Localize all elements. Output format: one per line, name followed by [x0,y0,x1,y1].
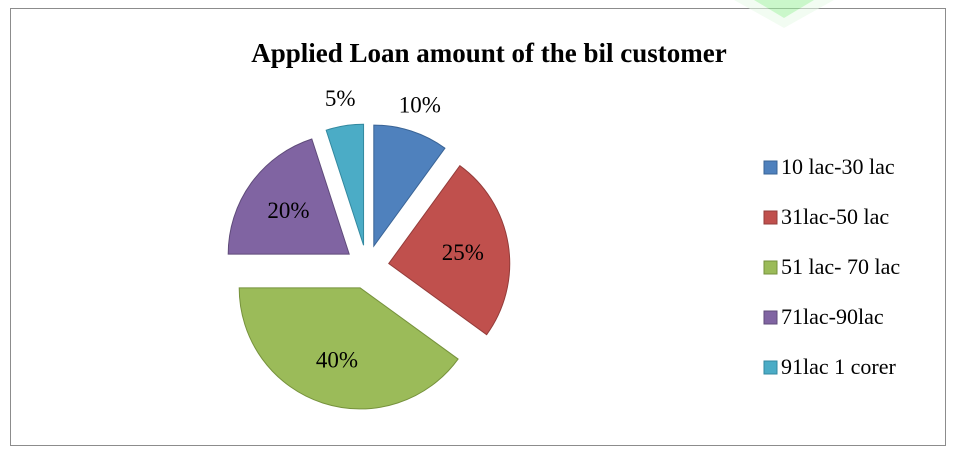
data-label-4: 20% [267,198,309,223]
chart-legend: 10 lac-30 lac 31lac-50 lac 51 lac- 70 lac 7… [763,154,900,379]
chart-title: Applied Loan amount of the bil customer [251,38,727,68]
legend-label-5: 91lac 1 corer [781,354,896,379]
legend-label-3: 51 lac- 70 lac [781,254,900,279]
pie-slice-2 [388,164,511,336]
pie-slice-1 [373,124,446,248]
data-label-3: 40% [316,347,358,372]
legend-swatch-2 [763,210,778,225]
pie-slices [227,123,511,410]
data-label-5: 5% [325,86,356,111]
legend-swatch-4 [763,310,778,325]
legend-swatch-5 [763,360,778,375]
pie-slice-4 [227,138,350,255]
data-label-1: 10% [399,92,441,117]
legend-swatch-3 [763,260,778,275]
data-label-2: 25% [442,240,484,265]
legend-label-2: 31lac-50 lac [781,204,889,229]
legend-swatch-1 [763,160,778,175]
pie-data-labels: 10% 25% 40% 20% 5% [267,86,483,372]
legend-label-4: 71lac-90lac [781,304,884,329]
pie-slice-3 [238,287,459,410]
legend-label-1: 10 lac-30 lac [781,154,895,179]
pie-slice-5 [325,123,365,246]
watermark-logo-icon [734,0,834,28]
